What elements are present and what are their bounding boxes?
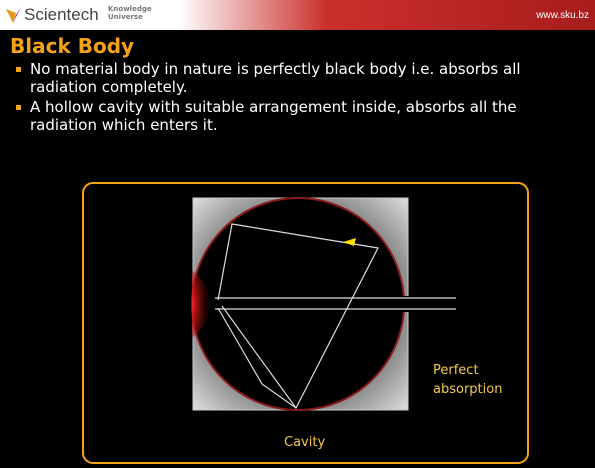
cavity-label: Cavity bbox=[284, 435, 325, 450]
slide: Scientech KnowledgeUniverse www.sku.bz B… bbox=[0, 0, 595, 468]
diagram: Perfect absorption Cavity bbox=[0, 0, 595, 468]
label-line: absorption bbox=[433, 382, 502, 397]
absorption-label: Perfect absorption bbox=[433, 363, 502, 397]
label-line: Perfect bbox=[433, 363, 479, 378]
cavity bbox=[192, 198, 404, 410]
